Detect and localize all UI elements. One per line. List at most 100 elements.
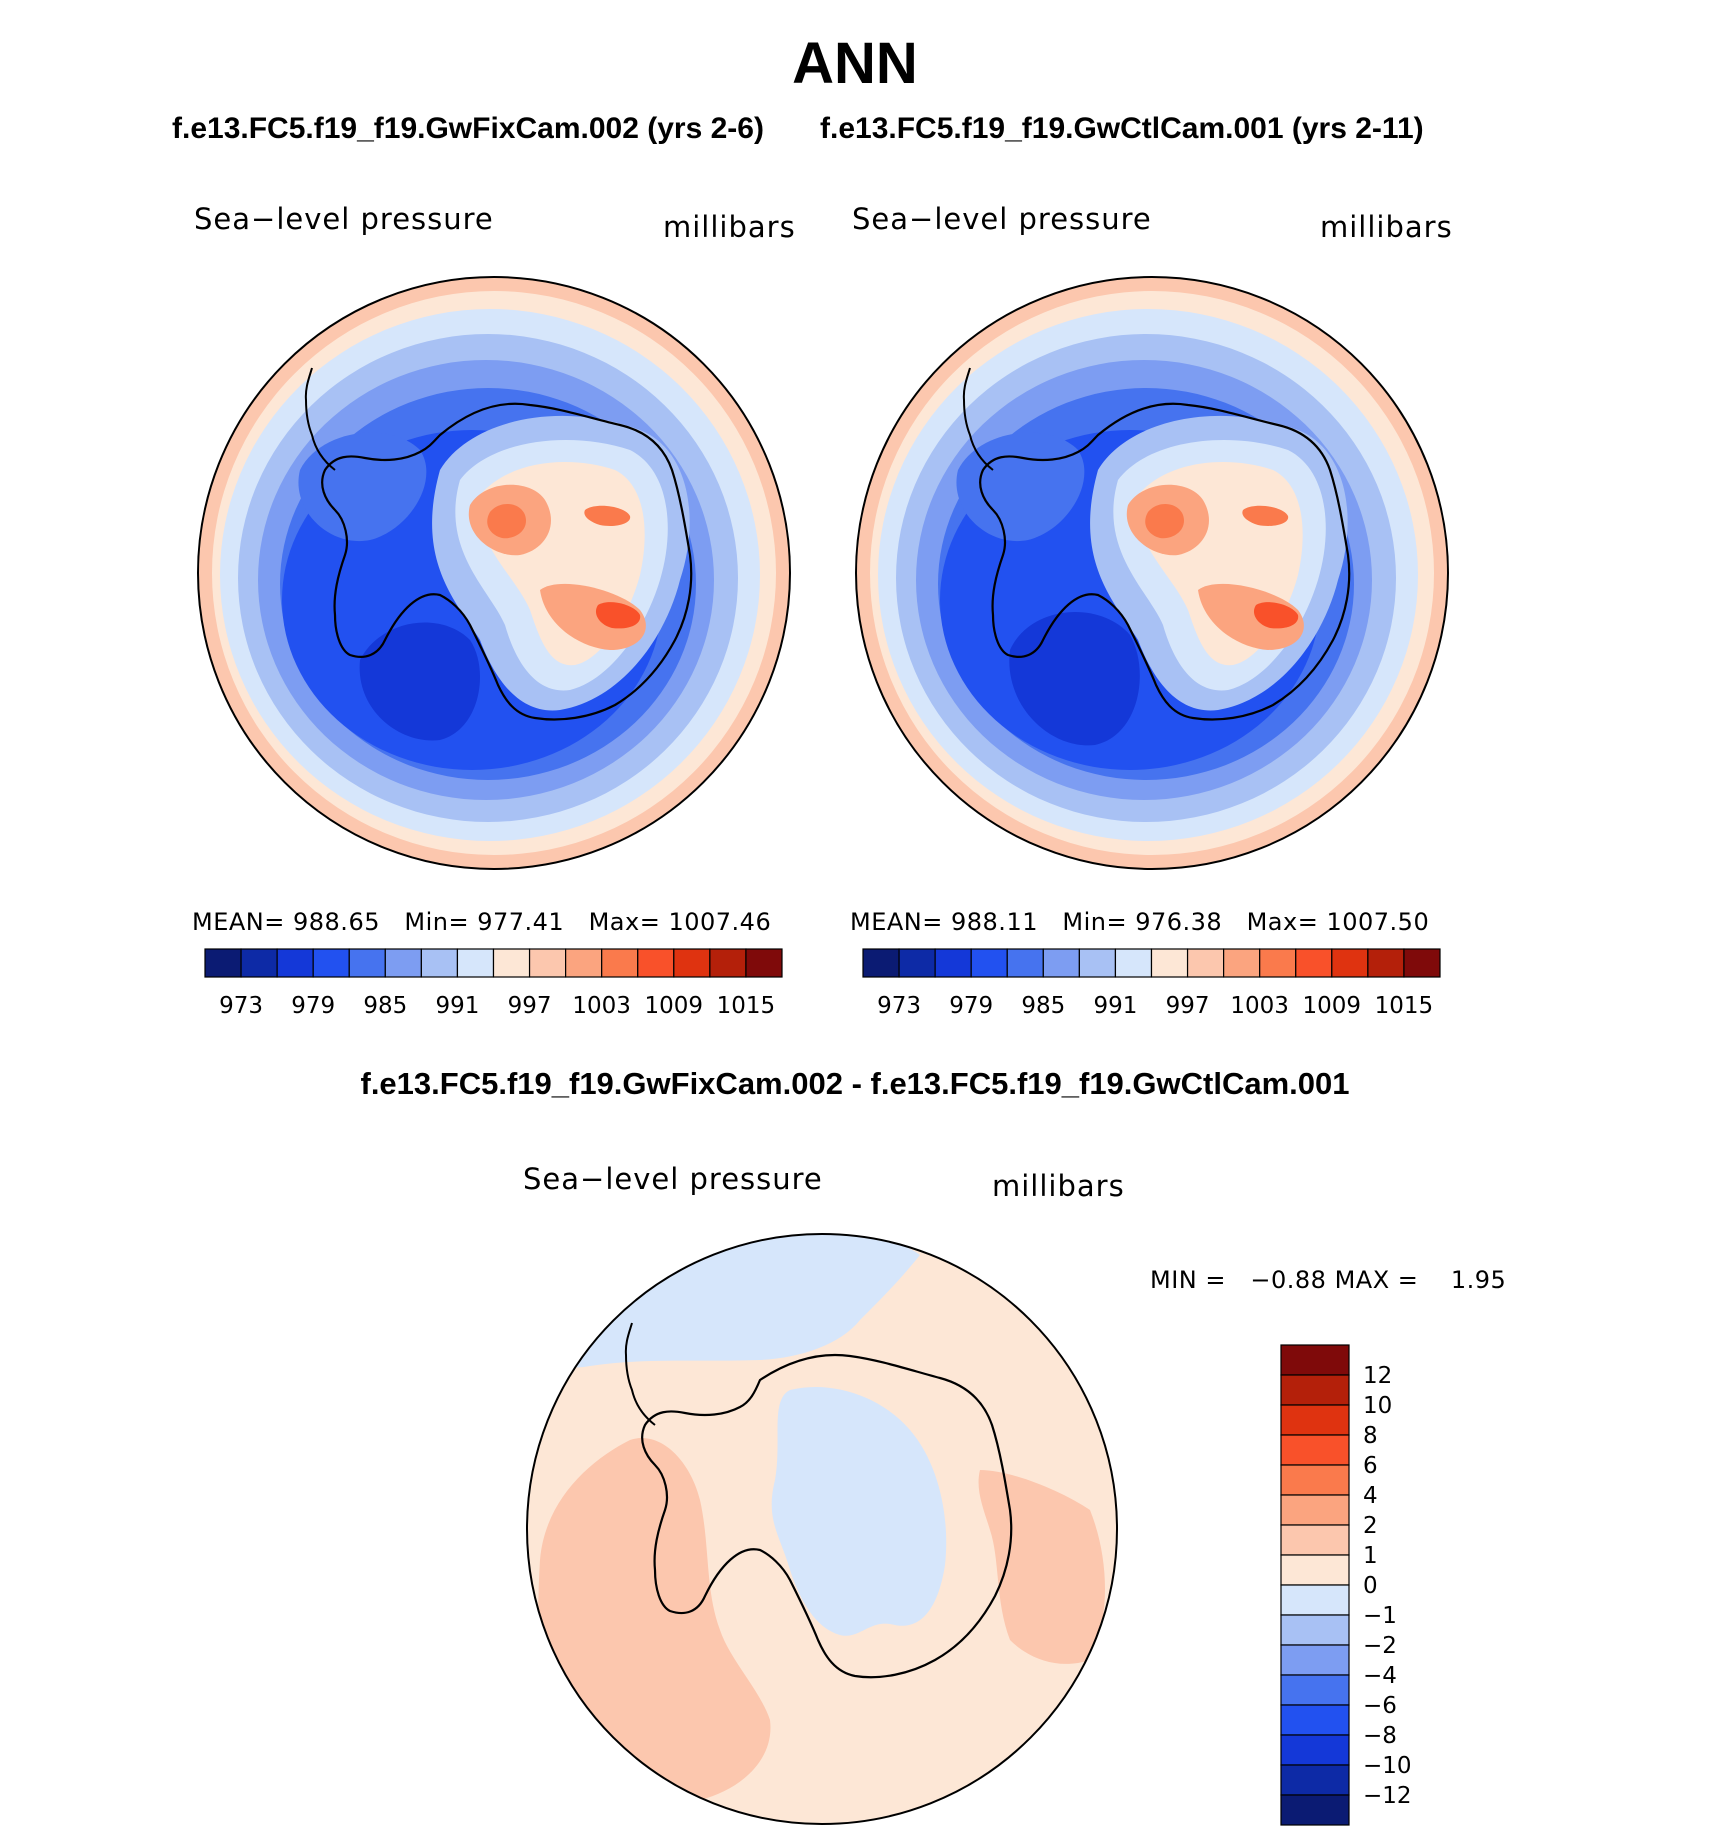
panel-b-units-label: millibars — [1320, 210, 1453, 244]
colorbar-swatch — [1078, 948, 1117, 978]
panel-diff-min-label: MIN = — [1150, 1266, 1226, 1294]
colorbar-tick-label: 1 — [1363, 1543, 1378, 1569]
slp-band-1003-peak-c — [584, 505, 631, 526]
colorbar-swatch — [312, 948, 350, 978]
panel-b-max-value: 1007.50 — [1326, 908, 1430, 936]
colorbar-swatch — [709, 948, 747, 978]
panel-a-max-value: 1007.46 — [668, 908, 772, 936]
colorbar-swatch — [1280, 1674, 1350, 1706]
colorbar-swatch — [1403, 948, 1441, 978]
colorbar-swatch — [420, 948, 459, 978]
antarctica-coastline — [979, 402, 1351, 721]
colorbar-swatch — [1186, 948, 1225, 978]
colorbar-tick-label: 2 — [1363, 1513, 1378, 1539]
panel-a-min-value: 977.41 — [477, 908, 565, 936]
colorbar-tick-label: 979 — [949, 993, 993, 1019]
panel-diff-max-value: 1.95 — [1450, 1266, 1507, 1294]
panel-diff-variable-label: Sea−level pressure — [523, 1162, 823, 1196]
panel-b-stats: MEAN= 988.11 Min= 976.38 Max= 1007.50 — [850, 908, 1429, 936]
colorbar-tick-label: 1009 — [1303, 993, 1362, 1019]
colorbar-swatch — [1280, 1494, 1350, 1526]
main-title: ANN — [792, 31, 918, 96]
colorbar-tick-label: 973 — [219, 993, 263, 1019]
colorbar-swatch — [1006, 948, 1044, 978]
colorbar-tick-label: 1003 — [572, 993, 631, 1019]
colorbar-swatch — [1367, 948, 1405, 978]
colorbar-tick-label: −4 — [1363, 1663, 1397, 1689]
colorbar-swatch — [673, 948, 711, 978]
antarctic-peninsula — [962, 367, 994, 471]
panel-a-units-label: millibars — [663, 210, 796, 244]
colorbar-swatch — [1280, 1704, 1350, 1736]
colorbar-tick-label: 1009 — [645, 993, 704, 1019]
panel-b-mean-value: 988.11 — [951, 908, 1038, 936]
colorbar-tick-label: 997 — [508, 993, 552, 1019]
colorbar-tick-label: −6 — [1363, 1693, 1397, 1719]
colorbar-swatch — [970, 948, 1008, 978]
colorbar-tick-label: −12 — [1363, 1783, 1412, 1809]
colorbar-swatch — [1150, 948, 1189, 978]
colorbar-tick-label: 1015 — [717, 993, 776, 1019]
slp-low-center — [1009, 612, 1140, 746]
panel-b-variable-label: Sea−level pressure — [852, 202, 1152, 236]
colorbar-a: 973 979 985 991 997 1003 1009 1015 — [204, 948, 783, 1019]
slp-band-1003-ridge — [540, 583, 646, 650]
slp-band-1006-peak-a — [487, 504, 526, 539]
colorbar-tick-label: 973 — [877, 993, 921, 1019]
diff-band-neg-plateau — [771, 1386, 947, 1636]
map-panel-b-border — [855, 276, 1449, 870]
colorbar-swatch — [1280, 1524, 1350, 1556]
colorbar-swatch — [384, 948, 422, 978]
colorbar-swatch — [637, 948, 675, 978]
colorbar-swatch — [745, 948, 783, 978]
colorbar-swatch — [204, 948, 242, 978]
colorbar-swatch — [1114, 948, 1153, 978]
colorbar-swatch — [1280, 1614, 1350, 1646]
colorbar-swatch — [1280, 1584, 1350, 1616]
colorbar-tick-label: 985 — [363, 993, 407, 1019]
panel-diff-stats: MIN = −0.88 MAX = 1.95 — [1150, 1266, 1506, 1294]
colorbar-tick-label: 1003 — [1230, 993, 1289, 1019]
colorbar-tick-label: 8 — [1363, 1423, 1378, 1449]
colorbar-swatch — [934, 948, 972, 978]
map-panel-b — [856, 277, 1448, 869]
colorbar-tick-label: −10 — [1363, 1753, 1412, 1779]
panel-a-min-label: Min= — [404, 908, 470, 936]
colorbar-swatch — [1259, 948, 1297, 978]
colorbar-swatch — [1280, 1554, 1350, 1586]
panel-diff-max-label: MAX = — [1334, 1266, 1419, 1294]
antarctic-peninsula — [624, 1322, 656, 1426]
colorbar-swatch — [1280, 1404, 1350, 1436]
colorbar-tick-label: 6 — [1363, 1453, 1378, 1479]
colorbar-swatch — [528, 948, 567, 978]
colorbar-tick-label: 997 — [1166, 993, 1210, 1019]
panel-a-max-label: Max= — [588, 908, 661, 936]
colorbar-swatch — [898, 948, 936, 978]
colorbar-swatch — [1295, 948, 1333, 978]
colorbar-tick-label: 979 — [291, 993, 335, 1019]
colorbar-swatch — [1280, 1374, 1350, 1406]
colorbar-tick-label: −1 — [1363, 1603, 1397, 1629]
panel-b-mean-label: MEAN= — [850, 908, 943, 936]
map-panel-a-border — [197, 276, 791, 870]
slp-band-1006-peak-a — [1145, 504, 1184, 539]
panel-diff-min-value: −0.88 — [1250, 1266, 1327, 1294]
panel-diff-units-label: millibars — [992, 1169, 1125, 1203]
colorbar-swatch — [565, 948, 603, 978]
panel-b-min-label: Min= — [1062, 908, 1128, 936]
colorbar-tick-label: −8 — [1363, 1723, 1397, 1749]
colorbar-swatch — [1042, 948, 1080, 978]
case-b-title: f.e13.FC5.f19_f19.GwCtlCam.001 (yrs 2-11… — [820, 112, 1424, 145]
panel-b-max-label: Max= — [1246, 908, 1319, 936]
colorbar-swatch — [492, 948, 531, 978]
slp-low-center — [359, 622, 480, 741]
diff-band-1-2-west — [538, 1438, 771, 1803]
colorbar-b: 973 979 985 991 997 1003 1009 1015 — [862, 948, 1441, 1019]
colorbar-swatch — [601, 948, 639, 978]
colorbar-tick-label: 10 — [1363, 1393, 1392, 1419]
colorbar-swatch — [348, 948, 386, 978]
colorbar-tick-label: 0 — [1363, 1573, 1378, 1599]
panel-a-variable-label: Sea−level pressure — [194, 202, 494, 236]
